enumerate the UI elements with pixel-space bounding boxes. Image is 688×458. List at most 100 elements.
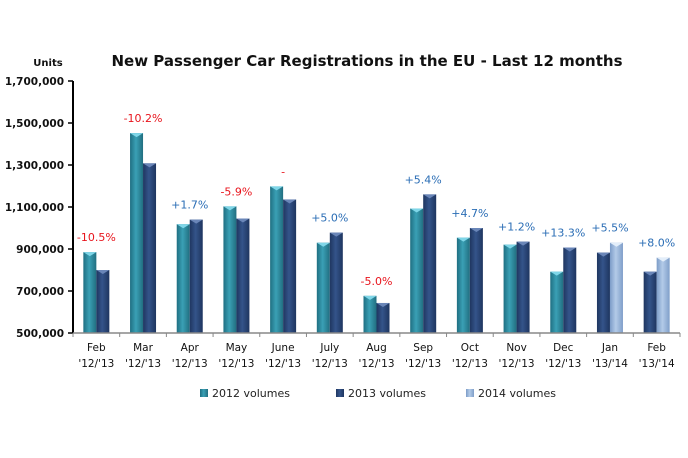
bar-2013-volumes	[563, 247, 577, 333]
bar-cap	[456, 237, 470, 242]
bar-cap	[656, 257, 670, 262]
bar-cap	[189, 219, 203, 224]
bar-cap	[469, 228, 483, 232]
x-tick-label-month: Aug	[366, 342, 387, 354]
x-tick-label-years: '12/'13	[172, 358, 208, 370]
y-tick-label: 700,000	[16, 286, 64, 298]
x-tick-label-month: June	[271, 342, 295, 354]
y-tick-label: 500,000	[16, 328, 64, 340]
bar-2013-volumes	[516, 241, 530, 333]
bar-cap	[550, 271, 564, 276]
bar-2013-volumes	[596, 252, 610, 333]
bar-2013-volumes	[376, 302, 390, 333]
bar-cap	[563, 247, 577, 252]
x-tick-label-month: Oct	[461, 342, 479, 354]
bar-cap	[423, 194, 437, 199]
x-tick-label-years: '13/'14	[592, 358, 628, 370]
bar-cap	[96, 270, 110, 274]
y-tick-label: 1,700,000	[5, 76, 64, 88]
x-tick-label-month: Feb	[647, 342, 666, 354]
legend: 2012 volumes 2013 volumes 2014 volumes	[200, 387, 556, 400]
bar-cap	[516, 241, 530, 246]
x-tick-label-years: '12/'13	[499, 358, 535, 370]
x-tick-label-month: Nov	[506, 342, 527, 354]
legend-label: 2014 volumes	[478, 387, 556, 400]
bar-2013-volumes	[283, 199, 297, 333]
change-label: +1.2%	[498, 221, 535, 234]
x-tick-label-years: '12/'13	[545, 358, 581, 370]
bar-2012-volumes	[456, 237, 470, 333]
chart-title: New Passenger Car Registrations in the E…	[111, 52, 622, 70]
bar-cap	[143, 163, 157, 168]
change-label: -10.2%	[124, 112, 163, 125]
bar-2012-volumes	[363, 295, 377, 333]
bar-cap	[176, 224, 190, 229]
bar-2012-volumes	[223, 206, 237, 333]
bar-cap	[596, 252, 610, 257]
bar-2014-volumes	[656, 257, 670, 333]
legend-swatch	[466, 389, 474, 397]
change-label: +5.0%	[311, 212, 348, 225]
y-tick-label: 900,000	[16, 244, 64, 256]
bar-cap	[609, 242, 623, 247]
change-label: +5.5%	[591, 222, 628, 235]
bar-cap	[643, 271, 657, 276]
bar-cap	[410, 208, 424, 213]
bar-2012-volumes	[503, 244, 517, 333]
x-tick-label-years: '12/'13	[405, 358, 441, 370]
bar-2013-volumes	[236, 218, 250, 333]
bar-2014-volumes	[609, 242, 623, 333]
bar-2013-volumes	[329, 232, 343, 333]
bar-2013-volumes	[469, 228, 483, 333]
bar-cap	[503, 244, 517, 249]
bar-2013-volumes	[423, 194, 437, 333]
bar-cap	[316, 242, 330, 247]
x-tick-label-years: '12/'13	[312, 358, 348, 370]
bar-cap	[83, 252, 97, 257]
bar-2012-volumes	[270, 186, 284, 333]
bar-cap	[363, 295, 377, 300]
bar-cap	[130, 133, 144, 138]
bar-2012-volumes	[550, 271, 564, 333]
change-label: -	[281, 165, 285, 178]
x-tick-label-month: Sep	[413, 342, 433, 354]
change-label: +4.7%	[451, 207, 488, 220]
bar-2013-volumes	[643, 271, 657, 333]
legend-swatch	[200, 389, 208, 397]
y-tick-label: 1,100,000	[5, 202, 64, 214]
bar-2013-volumes	[189, 219, 203, 333]
x-tick-label-years: '12/'13	[265, 358, 301, 370]
x-tick-label-month: May	[226, 342, 248, 354]
change-label: +1.7%	[171, 199, 208, 212]
x-tick-label-years: '13/'14	[639, 358, 675, 370]
change-label: +13.3%	[541, 227, 585, 240]
bar-2012-volumes	[410, 208, 424, 333]
legend-label: 2013 volumes	[348, 387, 426, 400]
bar-2012-volumes	[83, 252, 97, 333]
legend-swatch	[336, 389, 344, 397]
change-label: +5.4%	[405, 173, 442, 186]
x-tick-label-month: Feb	[87, 342, 106, 354]
y-tick-label: 1,500,000	[5, 118, 64, 130]
bar-cap	[376, 302, 390, 307]
x-tick-label-years: '12/'13	[452, 358, 488, 370]
bar-cap	[236, 218, 250, 223]
x-tick-label-month: July	[319, 342, 339, 354]
bar-cap	[329, 232, 343, 237]
bar-2013-volumes	[143, 163, 157, 333]
change-label: +8.0%	[638, 237, 675, 250]
bar-cap	[270, 186, 284, 191]
y-axis-label: Units	[33, 58, 62, 69]
bar-2013-volumes	[96, 270, 110, 333]
bar-2012-volumes	[176, 224, 190, 333]
bar-2012-volumes	[316, 242, 330, 333]
change-label: -5.9%	[220, 185, 252, 198]
x-tick-label-month: Mar	[133, 342, 153, 354]
change-label: -10.5%	[77, 231, 116, 244]
x-tick-label-month: Dec	[553, 342, 574, 354]
x-tick-label-years: '12/'13	[218, 358, 254, 370]
y-tick-label: 1,300,000	[5, 160, 64, 172]
x-tick-label-years: '12/'13	[78, 358, 114, 370]
bar-cap	[283, 199, 297, 204]
